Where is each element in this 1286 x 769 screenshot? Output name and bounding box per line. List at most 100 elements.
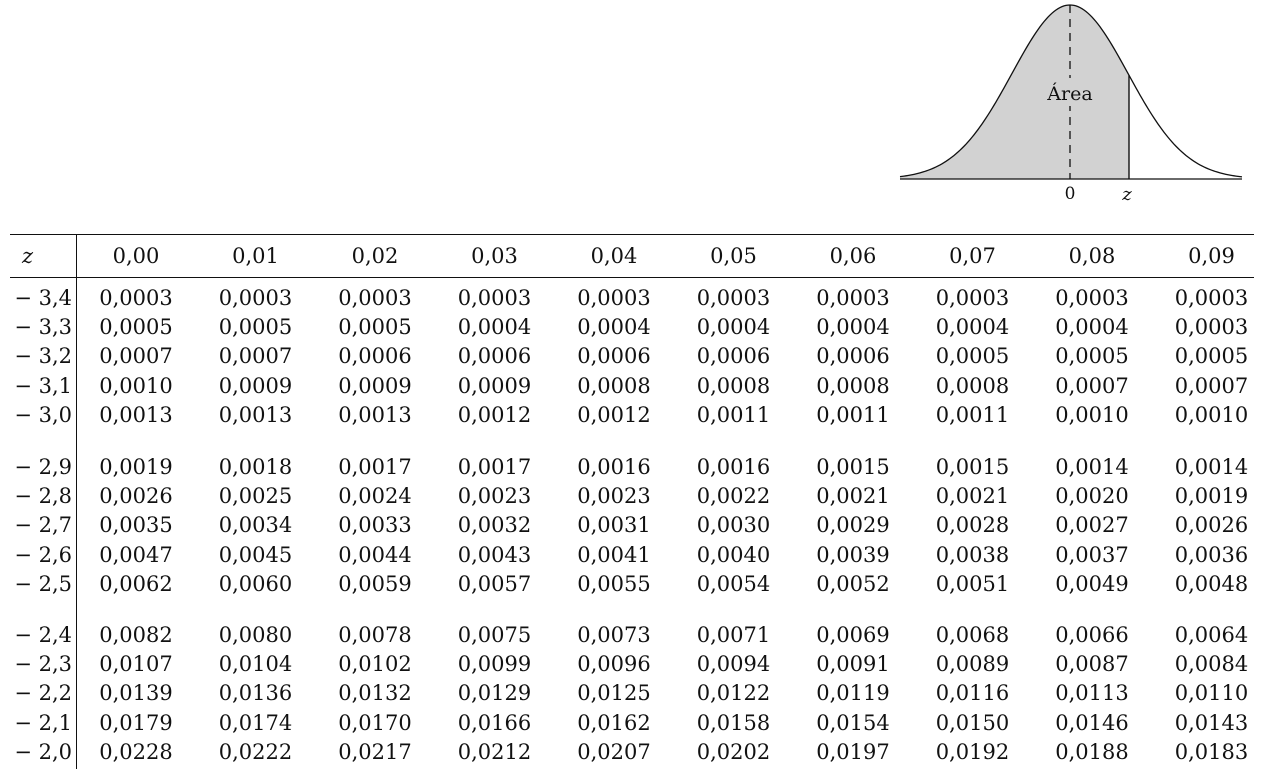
probability-cell: 0,0011 xyxy=(935,402,1010,427)
probability-cell: 0,0089 xyxy=(935,652,1010,677)
probability-cell: 0,0009 xyxy=(218,373,293,398)
z-label: z xyxy=(1121,184,1132,205)
probability-cell: 0,0045 xyxy=(218,542,293,567)
table-top-rule xyxy=(10,234,1254,235)
probability-cell: 0,0037 xyxy=(1055,542,1129,567)
probability-cell: 0,0003 xyxy=(696,286,771,310)
probability-cell: 0,0027 xyxy=(1055,513,1129,538)
probability-cell: 0,0004 xyxy=(457,315,532,340)
probability-cell: 0,0034 xyxy=(218,513,293,538)
probability-cell: 0,0010 xyxy=(1174,402,1249,427)
probability-cell: 0,0003 xyxy=(577,286,651,310)
probability-cell: 0,0016 xyxy=(577,455,651,479)
z-value: − 2,6 xyxy=(14,542,72,567)
probability-cell: 0,0026 xyxy=(1174,513,1249,538)
probability-cell: 0,0008 xyxy=(696,373,771,398)
column-header: 0,05 xyxy=(710,244,757,268)
probability-cell: 0,0013 xyxy=(338,402,412,427)
probability-cell: 0,0197 xyxy=(816,739,890,764)
column-header: 0,07 xyxy=(949,244,996,268)
probability-cell: 0,0003 xyxy=(1174,315,1249,340)
probability-cell: 0,0015 xyxy=(816,455,890,479)
probability-cell: 0,0033 xyxy=(338,513,412,538)
probability-cell: 0,0043 xyxy=(457,542,532,567)
z-value: − 3,1 xyxy=(14,373,72,398)
probability-cell: 0,0059 xyxy=(338,571,412,596)
probability-cell: 0,0066 xyxy=(1055,623,1129,647)
probability-cell: 0,0174 xyxy=(218,710,293,735)
probability-cell: 0,0007 xyxy=(1055,373,1129,398)
probability-cell: 0,0003 xyxy=(338,286,412,310)
probability-cell: 0,0150 xyxy=(935,710,1010,735)
probability-cell: 0,0051 xyxy=(935,571,1010,596)
probability-cell: 0,0087 xyxy=(1055,652,1129,677)
probability-cell: 0,0009 xyxy=(457,373,532,398)
probability-cell: 0,0082 xyxy=(99,623,173,647)
probability-cell: 0,0071 xyxy=(696,623,771,647)
zero-label: 0 xyxy=(1065,184,1076,204)
probability-cell: 0,0217 xyxy=(338,739,412,764)
probability-cell: 0,0012 xyxy=(577,402,651,427)
probability-cell: 0,0170 xyxy=(338,710,412,735)
probability-cell: 0,0047 xyxy=(99,542,173,567)
probability-cell: 0,0026 xyxy=(99,484,173,509)
probability-cell: 0,0222 xyxy=(218,739,293,764)
probability-cell: 0,0003 xyxy=(99,286,173,310)
probability-cell: 0,0073 xyxy=(577,623,651,647)
probability-cell: 0,0010 xyxy=(99,373,173,398)
z-value: − 2,0 xyxy=(14,739,72,764)
column-header: 0,09 xyxy=(1188,244,1235,268)
probability-cell: 0,0110 xyxy=(1174,681,1249,706)
probability-cell: 0,0039 xyxy=(816,542,890,567)
probability-cell: 0,0023 xyxy=(577,484,651,509)
probability-cell: 0,0009 xyxy=(338,373,412,398)
probability-cell: 0,0091 xyxy=(816,652,890,677)
z-column-divider xyxy=(76,234,77,769)
probability-cell: 0,0139 xyxy=(99,681,173,706)
probability-cell: 0,0006 xyxy=(457,344,532,369)
probability-cell: 0,0025 xyxy=(218,484,293,509)
probability-cell: 0,0024 xyxy=(338,484,412,509)
probability-cell: 0,0003 xyxy=(457,286,532,310)
probability-cell: 0,0028 xyxy=(935,513,1010,538)
probability-cell: 0,0119 xyxy=(816,681,890,706)
probability-cell: 0,0005 xyxy=(1055,344,1129,369)
probability-cell: 0,0154 xyxy=(816,710,890,735)
probability-cell: 0,0005 xyxy=(1174,344,1249,369)
probability-cell: 0,0029 xyxy=(816,513,890,538)
probability-cell: 0,0049 xyxy=(1055,571,1129,596)
probability-cell: 0,0041 xyxy=(577,542,651,567)
z-value: − 2,3 xyxy=(14,652,72,677)
probability-cell: 0,0008 xyxy=(577,373,651,398)
probability-cell: 0,0013 xyxy=(99,402,173,427)
probability-cell: 0,0094 xyxy=(696,652,771,677)
probability-cell: 0,0036 xyxy=(1174,542,1249,567)
table-header-rule xyxy=(10,277,1254,278)
probability-cell: 0,0166 xyxy=(457,710,532,735)
probability-cell: 0,0064 xyxy=(1174,623,1249,647)
probability-cell: 0,0102 xyxy=(338,652,412,677)
probability-cell: 0,0005 xyxy=(99,315,173,340)
probability-cell: 0,0048 xyxy=(1174,571,1249,596)
probability-cell: 0,0183 xyxy=(1174,739,1249,764)
z-value: − 2,4 xyxy=(14,623,72,647)
probability-cell: 0,0062 xyxy=(99,571,173,596)
probability-cell: 0,0022 xyxy=(696,484,771,509)
probability-cell: 0,0096 xyxy=(577,652,651,677)
probability-cell: 0,0008 xyxy=(816,373,890,398)
area-label-backdrop xyxy=(1044,78,1096,106)
probability-cell: 0,0017 xyxy=(338,455,412,479)
z-value: − 2,1 xyxy=(14,710,72,735)
probability-cell: 0,0004 xyxy=(1055,315,1129,340)
probability-cell: 0,0030 xyxy=(696,513,771,538)
z-value: − 2,9 xyxy=(14,455,72,479)
probability-cell: 0,0014 xyxy=(1174,455,1249,479)
bell-curve xyxy=(899,4,1243,178)
probability-cell: 0,0006 xyxy=(338,344,412,369)
probability-cell: 0,0044 xyxy=(338,542,412,567)
probability-cell: 0,0113 xyxy=(1055,681,1129,706)
probability-cell: 0,0207 xyxy=(577,739,651,764)
probability-cell: 0,0054 xyxy=(696,571,771,596)
probability-cell: 0,0104 xyxy=(218,652,293,677)
probability-cell: 0,0015 xyxy=(935,455,1010,479)
